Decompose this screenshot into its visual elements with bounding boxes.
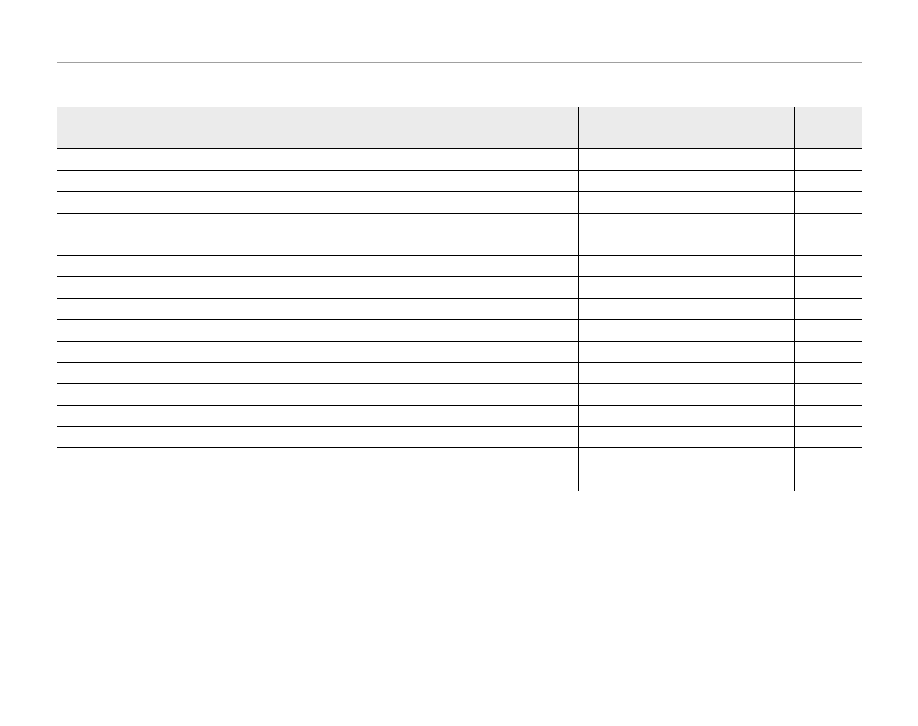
table-cell: [577, 383, 794, 406]
table-row: [57, 362, 862, 384]
table-row: [57, 191, 862, 214]
table-cell: [577, 298, 794, 320]
header-cell-3: [793, 107, 862, 149]
table-cell: [793, 405, 862, 427]
table-row: [57, 319, 862, 342]
table-cell: [577, 191, 794, 214]
table-cell: [577, 362, 794, 384]
table-cell: [57, 255, 578, 277]
table-row: [57, 148, 862, 171]
top-divider: [57, 62, 862, 63]
table-cell: [793, 383, 862, 406]
table-cell: [577, 255, 794, 277]
table-cell: [577, 341, 794, 363]
table-cell: [793, 170, 862, 192]
table-cell: [57, 319, 578, 342]
header-row: [57, 107, 862, 149]
table-row: [57, 213, 862, 256]
table-cell: [57, 448, 578, 491]
table-cell: [57, 405, 578, 427]
table-cell: [577, 426, 794, 448]
header-cell-1: [57, 107, 578, 149]
data-table: [57, 107, 862, 491]
table-cell: [577, 148, 794, 171]
header-cell-2: [577, 107, 794, 149]
table-cell: [793, 213, 862, 256]
table-cell: [57, 191, 578, 214]
table-cell: [793, 319, 862, 342]
table-cell: [57, 341, 578, 363]
table-cell: [577, 276, 794, 299]
table-cell: [57, 362, 578, 384]
table-row: [57, 447, 862, 491]
table-cell: [57, 276, 578, 299]
table-cell: [577, 170, 794, 192]
table-row: [57, 405, 862, 427]
table-cell: [577, 447, 794, 491]
table-cell: [57, 170, 578, 192]
table-row: [57, 298, 862, 320]
table-cell: [793, 341, 862, 363]
table-cell: [793, 362, 862, 384]
table-cell: [57, 298, 578, 320]
table-cell: [793, 255, 862, 277]
table-cell: [793, 276, 862, 299]
table-cell: [793, 426, 862, 448]
table-cell: [57, 426, 578, 448]
table-cell: [793, 148, 862, 171]
table-row: [57, 383, 862, 406]
table-cell: [577, 405, 794, 427]
table-row: [57, 341, 862, 363]
table-cell: [577, 213, 794, 256]
table-row: [57, 426, 862, 448]
table-cell: [577, 319, 794, 342]
table-cell: [793, 191, 862, 214]
table-cell: [793, 298, 862, 320]
table-cell: [57, 213, 578, 256]
table-row: [57, 255, 862, 277]
table-cell: [793, 447, 862, 491]
table-row: [57, 276, 862, 299]
table-cell: [57, 148, 578, 171]
table-row: [57, 170, 862, 192]
table-cell: [57, 383, 578, 406]
